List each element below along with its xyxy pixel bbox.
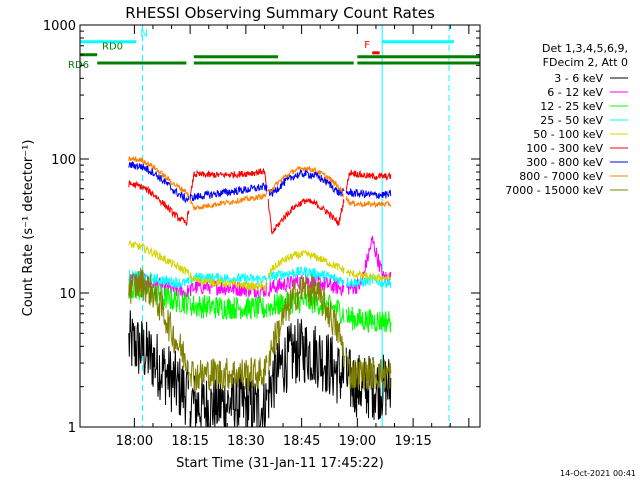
legend-header-line-2: FDecim 2, Att 0 — [543, 56, 628, 69]
series-trace — [189, 182, 268, 201]
series-trace — [189, 272, 268, 292]
series-trace — [345, 169, 392, 192]
legend-entry-label: 50 - 100 keV — [533, 128, 603, 141]
legend-header-line-1: Det 1,3,4,5,6,9, — [542, 42, 628, 55]
series-trace — [128, 180, 190, 227]
state-label: RD6 — [68, 60, 89, 71]
y-tick-label: 10 — [59, 287, 76, 302]
y-tick-label: 1000 — [43, 19, 76, 34]
series-trace — [128, 155, 190, 198]
series-trace — [189, 295, 268, 320]
series-4 — [128, 239, 392, 292]
y-tick-label: 100 — [51, 153, 76, 168]
series-trace — [128, 239, 190, 276]
series-trace — [267, 289, 345, 324]
series-trace — [267, 198, 345, 236]
series-trace — [267, 249, 345, 277]
x-tick-label: 18:30 — [227, 434, 264, 449]
legend-entry-label: 3 - 6 keV — [554, 72, 603, 85]
series-trace — [189, 371, 268, 428]
series-5 — [128, 167, 392, 236]
series-trace — [267, 165, 345, 197]
state-label: RD0 — [102, 42, 123, 53]
series-trace — [345, 347, 392, 420]
series-trace — [345, 187, 392, 199]
plot-area — [79, 25, 450, 428]
series-trace — [189, 167, 268, 197]
instrument-state-bars: N RD0 RD6 F — [68, 29, 480, 71]
series-trace — [189, 190, 268, 211]
series-trace — [345, 353, 392, 392]
x-axis-label: Start Time (31-Jan-11 17:45:22) — [176, 456, 384, 471]
legend: Det 1,3,4,5,6,9, FDecim 2, Att 0 3 - 6 k… — [505, 42, 628, 197]
series-0 — [128, 310, 392, 428]
plot-frame — [79, 24, 481, 428]
x-tick-label: 18:45 — [283, 434, 320, 449]
series-trace — [128, 161, 190, 204]
y-tick-label: 1 — [68, 421, 76, 436]
series-trace — [267, 167, 345, 197]
y-axis-label: Count Rate (s⁻¹ detector⁻¹) — [21, 140, 36, 317]
series-8 — [128, 267, 392, 392]
series-7 — [128, 155, 392, 211]
series-trace — [345, 269, 392, 283]
series-6 — [128, 161, 392, 204]
series-trace — [189, 355, 268, 392]
legend-entry-label: 12 - 25 keV — [540, 100, 603, 113]
legend-entry-label: 25 - 50 keV — [540, 114, 603, 127]
series-trace — [267, 318, 345, 419]
series-trace — [345, 196, 392, 209]
x-tick-label: 19:00 — [339, 434, 376, 449]
x-tick-label: 18:15 — [171, 434, 208, 449]
chart-title: RHESSI Observing Summary Count Rates — [125, 4, 435, 22]
x-tick-label: 19:15 — [394, 434, 431, 449]
state-label: F — [364, 40, 370, 51]
series-trace — [128, 310, 190, 425]
series-trace — [189, 278, 268, 300]
series-trace — [128, 267, 190, 381]
footer-date: 14-Oct-2021 00:41 — [560, 469, 636, 478]
legend-entry-label: 300 - 800 keV — [526, 156, 603, 169]
series-trace — [267, 273, 345, 375]
legend-entry-label: 100 - 300 keV — [526, 142, 603, 155]
series-trace — [345, 235, 392, 295]
axes: 18:00 18:15 18:30 18:45 19:00 19:15 1 10 100 1000 — [43, 19, 481, 449]
x-tick-label: 18:00 — [116, 434, 153, 449]
legend-entry-label: 800 - 7000 keV — [519, 170, 603, 183]
series-trace — [267, 266, 345, 286]
legend-entry-label: 7000 - 15000 keV — [505, 184, 603, 197]
state-label: N — [140, 29, 147, 40]
series-trace — [345, 274, 392, 289]
series-trace — [345, 306, 392, 333]
legend-entry-label: 6 - 12 keV — [547, 86, 603, 99]
series-trace — [189, 272, 268, 286]
